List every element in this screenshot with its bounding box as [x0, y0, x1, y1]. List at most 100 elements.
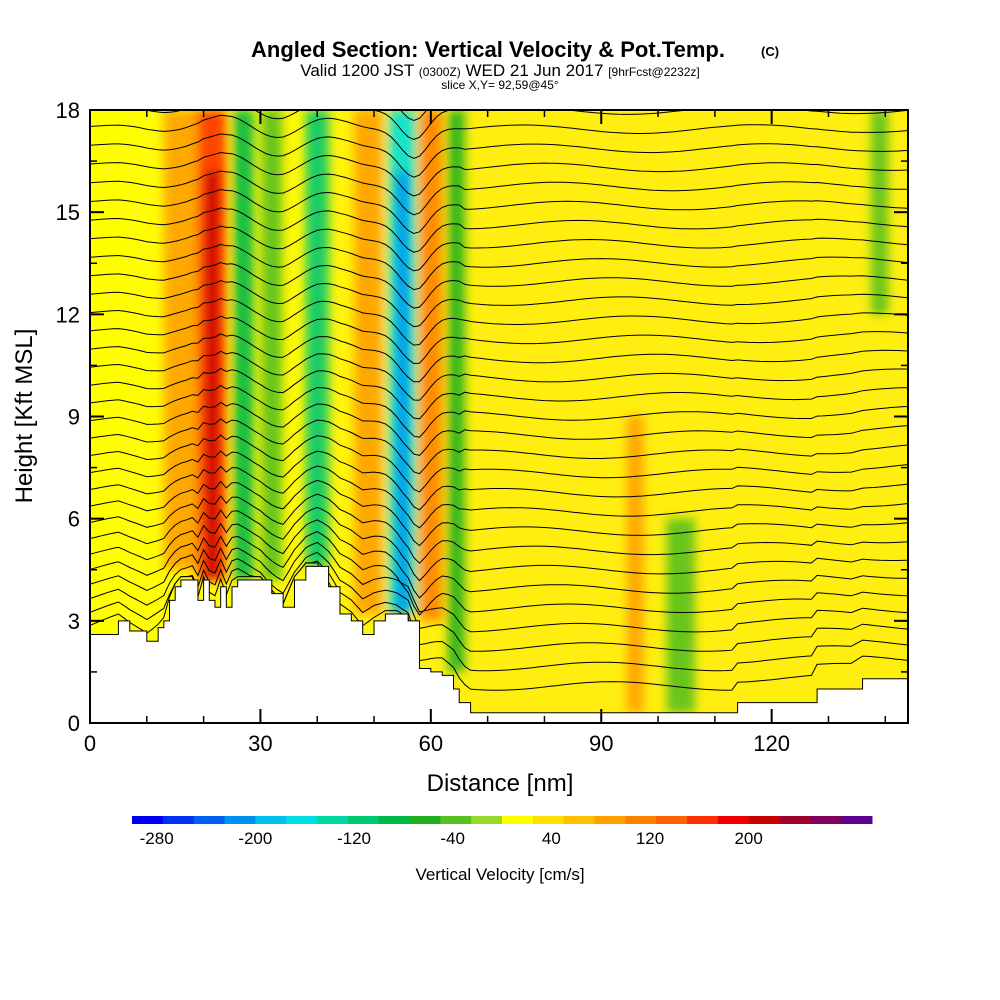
colorbar-swatch-11 [471, 816, 503, 824]
theta-contour-8 [90, 479, 908, 547]
potential-temperature-contours [90, 110, 908, 691]
colorbar-swatch-19 [717, 816, 750, 824]
colorbar [132, 816, 873, 824]
theta-contour-26 [90, 170, 908, 216]
velocity-band-3 [261, 110, 283, 580]
y-tick-label-5: 15 [56, 200, 80, 225]
theta-contour-2 [90, 551, 908, 652]
y-axis-ticks: 0 3 6 9 12 15 18 [56, 98, 908, 736]
x-tick-label-3: 90 [589, 731, 613, 756]
colorbar-tick-4: 40 [542, 829, 561, 848]
colorbar-swatch-5 [286, 816, 318, 824]
colorbar-swatch-17 [656, 816, 688, 824]
colorbar-swatch-13 [532, 816, 565, 824]
theta-contour-27 [90, 151, 908, 197]
theta-contour-4 [90, 531, 908, 616]
theta-contour-24 [90, 207, 908, 253]
valid-prefix: Valid 1200 JST [300, 61, 414, 80]
x-axis-ticks: 0 30 60 90 120 [84, 110, 887, 756]
colorbar-swatch-20 [748, 816, 780, 824]
y-axis-label: Height [Kft MSL] [11, 329, 38, 504]
colorbar-swatch-22 [810, 816, 842, 824]
valid-time-line: Valid 1200 JST (0300Z) WED 21 Jun 2017 [… [300, 61, 700, 80]
y-tick-label-2: 6 [68, 507, 80, 532]
velocity-band-2 [233, 110, 254, 580]
theta-contour-25 [90, 188, 908, 235]
theta-contour-20 [90, 280, 908, 328]
theta-contour-12 [90, 418, 908, 475]
theta-contour-23 [90, 225, 908, 272]
colorbar-swatch-12 [502, 816, 534, 824]
theta-contour-7 [90, 493, 908, 564]
slice-info: slice X,Y= 92,59@45° [441, 78, 559, 92]
velocity-band-core-6 [396, 171, 409, 615]
colorbar-tick-1: -200 [238, 829, 272, 848]
colorbar-swatch-8 [378, 816, 410, 824]
y-tick-label-0: 0 [68, 711, 80, 736]
colorbar-swatch-10 [440, 816, 472, 824]
chart-title: Angled Section: Vertical Velocity & Pot.… [251, 37, 725, 62]
colorbar-tick-3: -40 [440, 829, 465, 848]
forecast-info: [9hrFcst@2232z] [608, 65, 700, 79]
colorbar-tick-2: -120 [337, 829, 371, 848]
x-tick-label-4: 120 [753, 731, 790, 756]
colorbar-tick-labels: -280 -200 -120 -40 40 120 200 [140, 829, 763, 848]
theta-contour-28 [90, 133, 908, 178]
colorbar-swatch-7 [347, 816, 380, 824]
velocity-band-8 [447, 110, 465, 672]
theta-contour-6 [90, 506, 908, 582]
x-axis-label: Distance [nm] [427, 770, 574, 797]
theta-contour-10 [90, 450, 908, 511]
colorbar-swatch-16 [625, 816, 657, 824]
velocity-band-core-1 [205, 171, 219, 580]
x-tick-label-1: 30 [248, 731, 272, 756]
colorbar-swatch-15 [594, 816, 626, 824]
velocity-band-7 [419, 110, 443, 621]
x-tick-label-2: 60 [419, 731, 443, 756]
colorbar-tick-6: 200 [734, 829, 762, 848]
colorbar-swatch-3 [224, 816, 256, 824]
colorbar-swatch-21 [779, 816, 811, 824]
theta-contour-3 [90, 541, 908, 633]
theta-contour-29 [90, 114, 908, 159]
colorbar-tick-5: 120 [636, 829, 664, 848]
theta-contour-1 [90, 560, 908, 672]
colorbar-swatch-2 [193, 816, 225, 824]
colorbar-swatch-18 [687, 816, 719, 824]
colorbar-swatch-0 [132, 816, 164, 824]
velocity-band-10 [666, 518, 695, 713]
x-tick-label-0: 0 [84, 731, 96, 756]
theta-contour-11 [90, 434, 908, 493]
y-tick-label-3: 9 [68, 405, 80, 430]
theta-contour-17 [90, 333, 908, 383]
theta-contour-18 [90, 315, 908, 365]
y-tick-label-6: 18 [56, 98, 80, 123]
colorbar-label: Vertical Velocity [cm/s] [415, 865, 584, 884]
theta-contour-22 [90, 243, 908, 291]
theta-contour-5 [90, 519, 908, 599]
colorbar-tick-0: -280 [140, 829, 174, 848]
terrain-mask [90, 565, 908, 723]
theta-contour-15 [90, 367, 908, 420]
colorbar-swatch-1 [162, 816, 195, 824]
velocity-band-5 [354, 110, 383, 615]
theta-contour-13 [90, 401, 908, 457]
plot-area [90, 110, 908, 723]
colorbar-swatch-4 [255, 816, 287, 824]
colorbar-swatch-9 [409, 816, 441, 824]
theta-contour-14 [90, 384, 908, 438]
theta-contour-9 [90, 465, 908, 529]
colorbar-swatch-23 [841, 816, 873, 824]
y-tick-label-4: 12 [56, 302, 80, 327]
colorbar-swatch-6 [317, 816, 349, 824]
chart-title-suffix: (C) [761, 44, 779, 59]
theta-contour-21 [90, 262, 908, 309]
velocity-band-11 [871, 110, 889, 315]
valid-zulu: (0300Z) [419, 65, 461, 79]
velocity-band-9 [626, 416, 644, 713]
valid-date: WED 21 Jun 2017 [465, 61, 603, 80]
theta-contour-19 [90, 297, 908, 346]
theta-contour-16 [90, 350, 908, 401]
y-tick-label-1: 3 [68, 609, 80, 634]
